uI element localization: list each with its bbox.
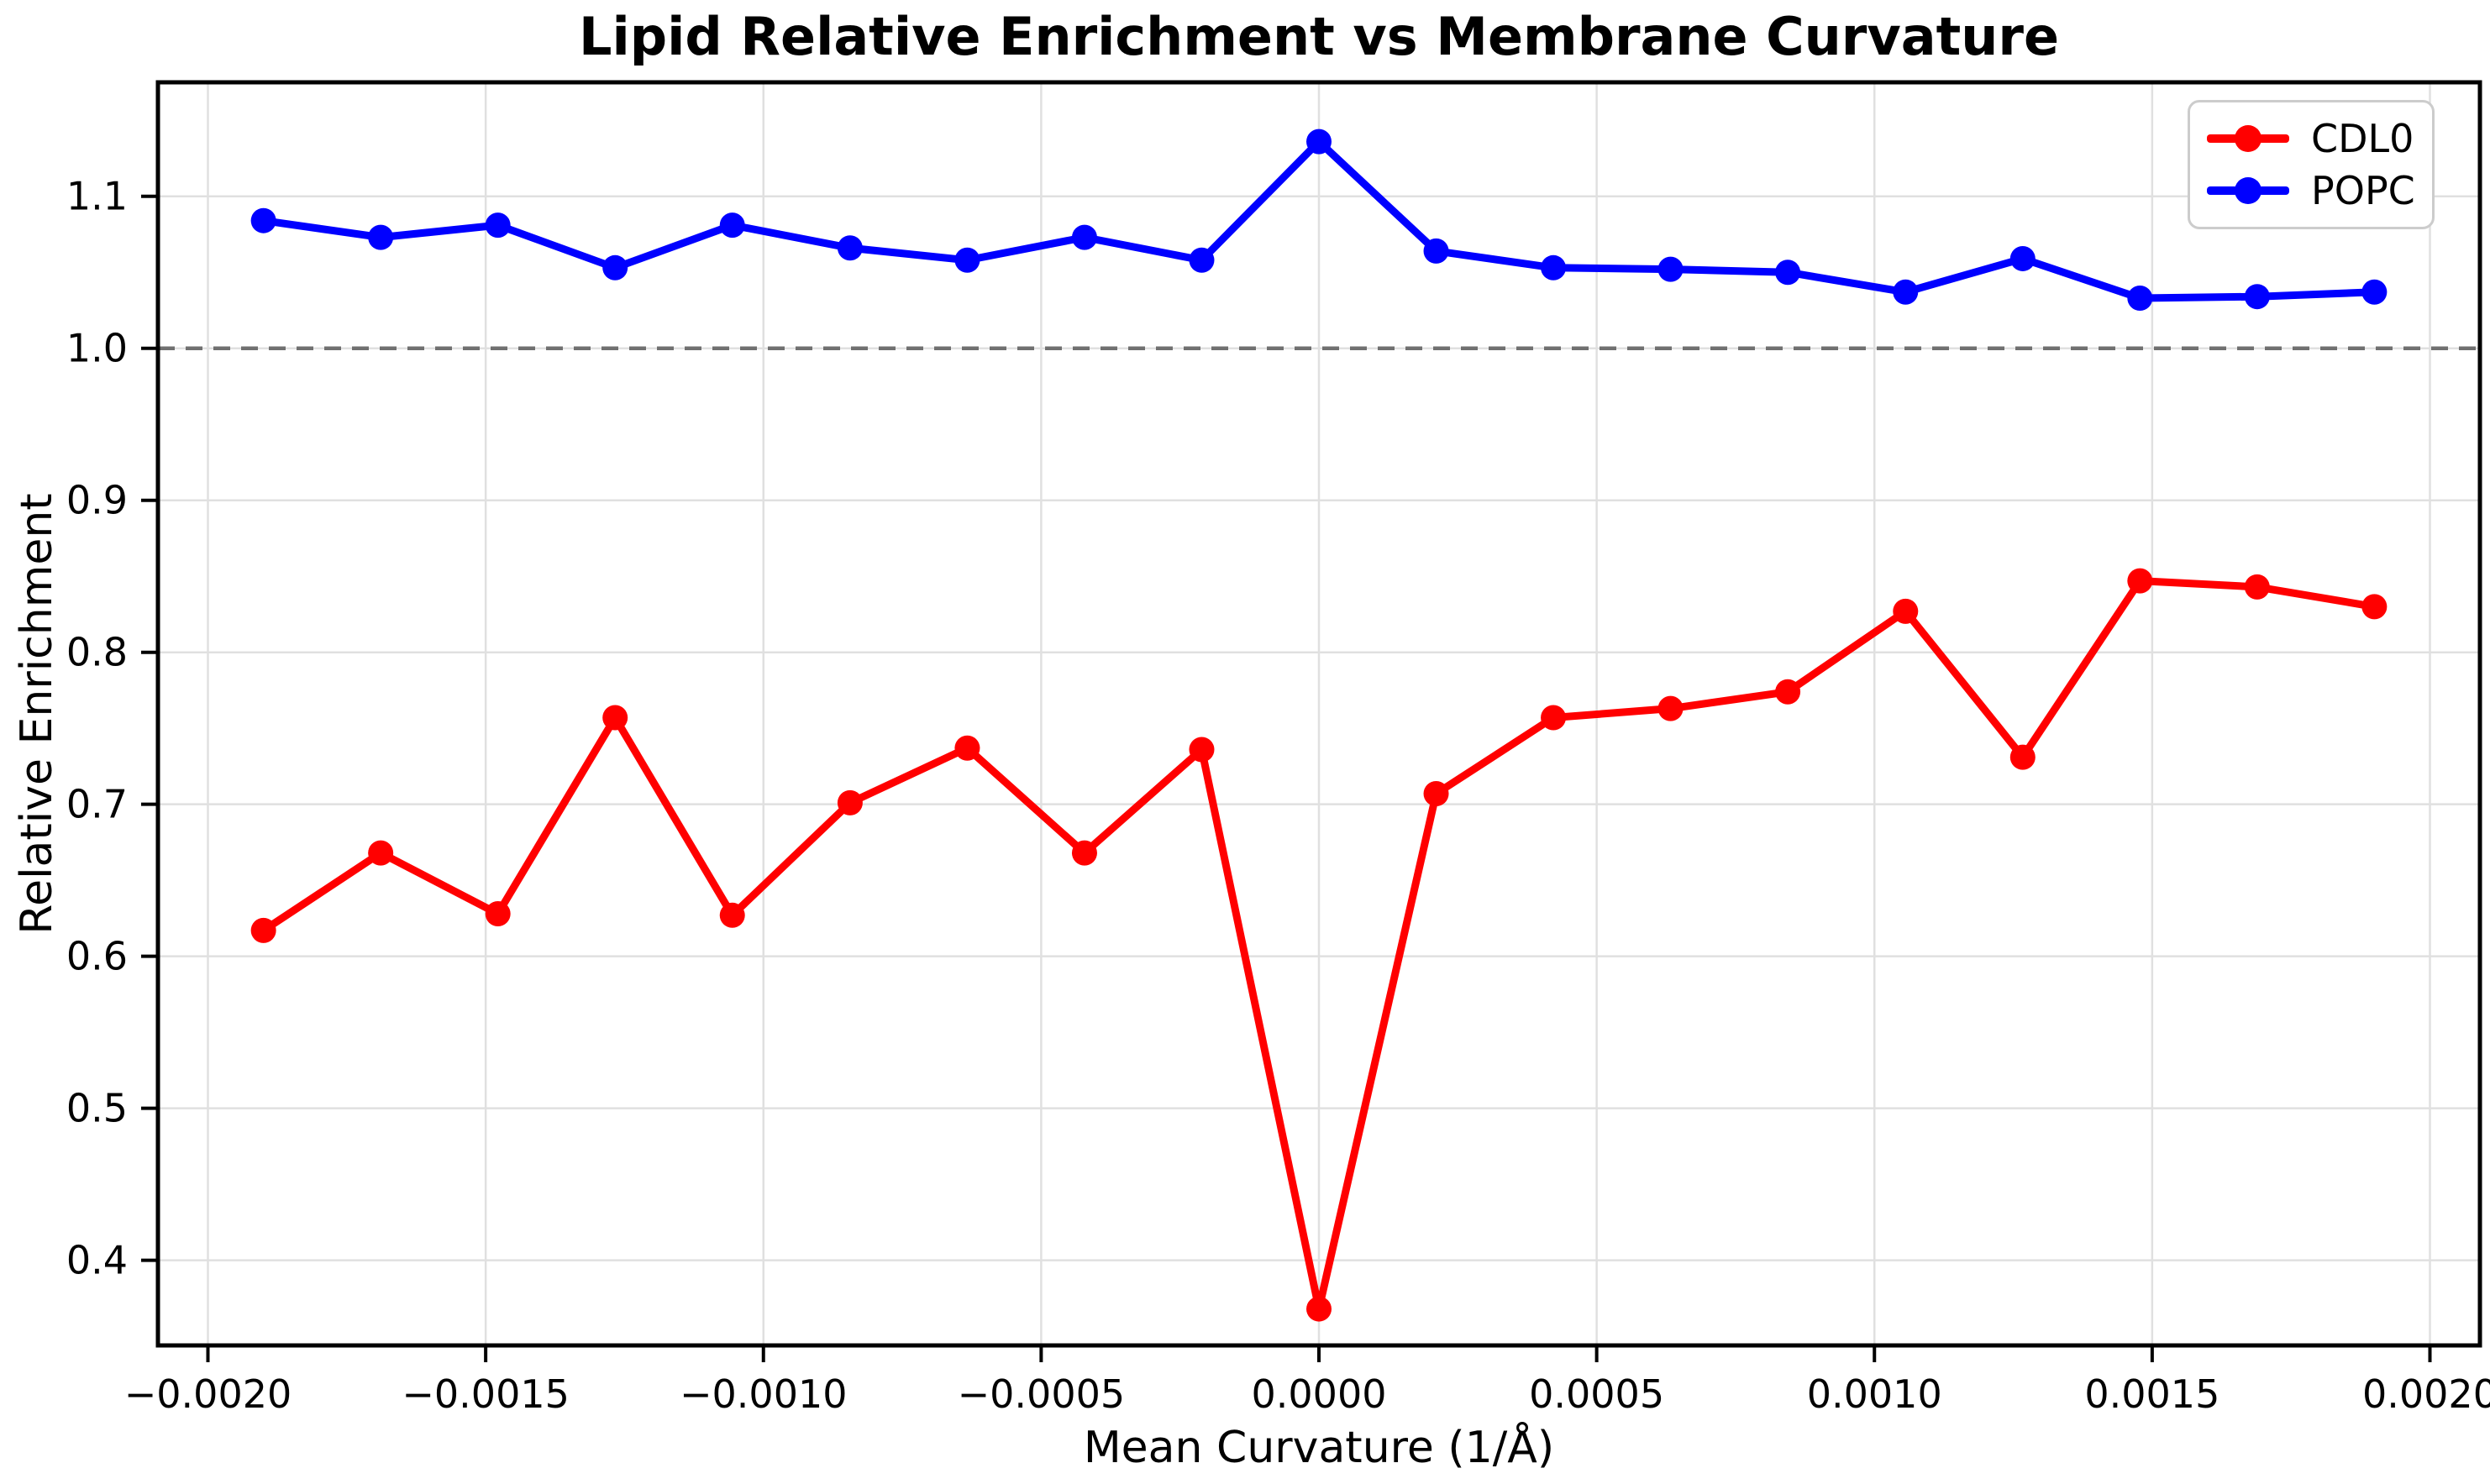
popc-line-sample-icon bbox=[2207, 177, 2289, 204]
y-tick-label: 0.7 bbox=[66, 782, 128, 827]
x-tick-label: −0.0020 bbox=[124, 1371, 292, 1417]
x-tick-label: 0.0000 bbox=[1252, 1371, 1387, 1417]
data-point-cdl0 bbox=[954, 735, 980, 761]
legend-label-cdl0: CDL0 bbox=[2311, 116, 2414, 161]
x-axis-label: Mean Curvature (1/Å) bbox=[1083, 1423, 1555, 1473]
x-tick-label: −0.0005 bbox=[958, 1371, 1126, 1417]
data-point-cdl0 bbox=[250, 917, 276, 943]
legend-entry-popc: POPC bbox=[2207, 171, 2415, 210]
data-point-popc bbox=[2009, 245, 2036, 271]
data-point-popc bbox=[1541, 254, 1567, 281]
y-axis-label: Relative Enrichment bbox=[12, 493, 62, 935]
cdl0-line-sample-icon bbox=[2207, 125, 2289, 152]
data-point-cdl0 bbox=[2361, 594, 2388, 620]
data-point-cdl0 bbox=[1893, 598, 1919, 624]
data-point-cdl0 bbox=[2127, 568, 2153, 594]
data-point-cdl0 bbox=[1657, 695, 1684, 721]
data-point-popc bbox=[602, 254, 628, 281]
x-tick-label: −0.0010 bbox=[680, 1371, 848, 1417]
data-point-popc bbox=[1306, 128, 1332, 155]
data-point-cdl0 bbox=[485, 900, 511, 926]
data-point-cdl0 bbox=[2244, 574, 2270, 600]
chart-title: Lipid Relative Enrichment vs Membrane Cu… bbox=[578, 6, 2060, 67]
y-tick-label: 1.0 bbox=[66, 326, 128, 371]
data-point-popc bbox=[1775, 260, 1801, 286]
data-point-popc bbox=[1423, 238, 1449, 264]
data-point-popc bbox=[2361, 279, 2388, 305]
data-point-popc bbox=[954, 247, 980, 273]
data-point-popc bbox=[250, 207, 276, 233]
data-point-cdl0 bbox=[1071, 840, 1097, 866]
popc-marker-icon bbox=[2235, 177, 2261, 204]
y-tick-label: 0.5 bbox=[66, 1086, 128, 1131]
data-point-popc bbox=[2127, 286, 2153, 312]
x-tick-label: 0.0010 bbox=[1807, 1371, 1942, 1417]
data-point-cdl0 bbox=[602, 705, 628, 731]
data-point-cdl0 bbox=[1541, 705, 1567, 731]
data-point-cdl0 bbox=[719, 902, 745, 928]
y-tick-label: 1.1 bbox=[66, 174, 128, 219]
legend: CDL0 POPC bbox=[2188, 100, 2435, 229]
data-point-cdl0 bbox=[1306, 1296, 1332, 1322]
y-tick-label: 0.6 bbox=[66, 934, 128, 979]
x-tick-label: 0.0005 bbox=[1529, 1371, 1664, 1417]
data-point-popc bbox=[1657, 256, 1684, 282]
x-tick-label: 0.0020 bbox=[2362, 1371, 2490, 1417]
data-point-cdl0 bbox=[1189, 737, 1215, 763]
data-point-popc bbox=[837, 235, 863, 261]
data-point-popc bbox=[1189, 247, 1215, 273]
x-tick-label: −0.0015 bbox=[402, 1371, 570, 1417]
data-point-popc bbox=[2244, 284, 2270, 310]
data-point-popc bbox=[485, 212, 511, 239]
y-tick-label: 0.4 bbox=[66, 1238, 128, 1283]
data-point-popc bbox=[1071, 224, 1097, 250]
x-tick-label: 0.0015 bbox=[2084, 1371, 2219, 1417]
data-point-cdl0 bbox=[368, 840, 394, 866]
y-tick-label: 0.9 bbox=[66, 478, 128, 523]
cdl0-marker-icon bbox=[2235, 125, 2261, 152]
legend-label-popc: POPC bbox=[2311, 168, 2415, 213]
data-point-cdl0 bbox=[837, 789, 863, 815]
y-tick-label: 0.8 bbox=[66, 630, 128, 675]
data-point-cdl0 bbox=[2009, 744, 2036, 770]
data-point-popc bbox=[368, 224, 394, 250]
data-point-cdl0 bbox=[1423, 781, 1449, 807]
data-point-popc bbox=[1893, 279, 1919, 305]
data-point-popc bbox=[719, 212, 745, 239]
data-point-cdl0 bbox=[1775, 679, 1801, 705]
legend-entry-cdl0: CDL0 bbox=[2207, 119, 2415, 158]
